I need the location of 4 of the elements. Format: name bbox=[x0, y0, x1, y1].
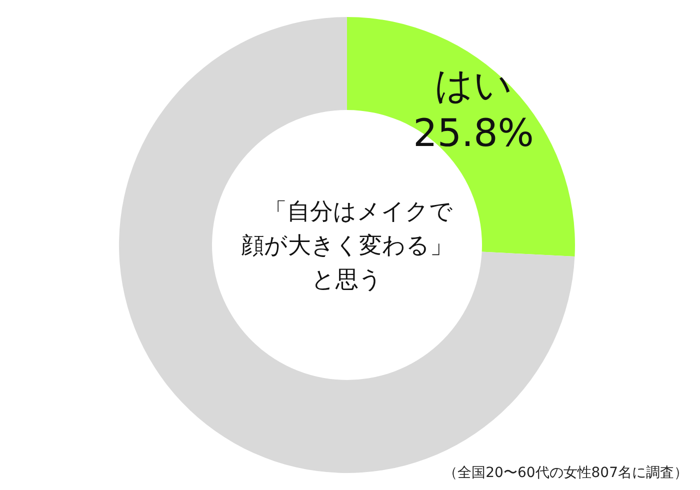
text: （全国20〜60代の女性807名に調査） bbox=[444, 464, 688, 482]
slice-label: はい bbox=[434, 62, 513, 107]
text: 「自分はメイクで顔が大きく変わる」と思う bbox=[241, 198, 453, 295]
data-label: 25.8% bbox=[413, 110, 534, 155]
